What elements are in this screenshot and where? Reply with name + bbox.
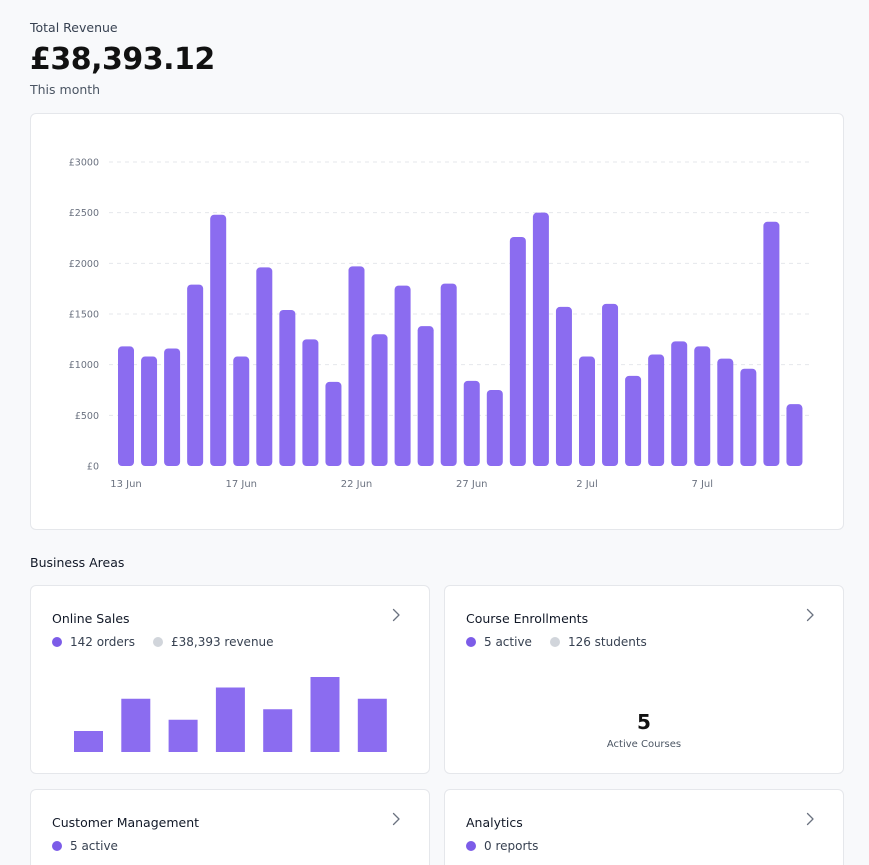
purple-dot-icon xyxy=(52,841,62,851)
revenue-bar[interactable] xyxy=(325,381,342,466)
card-stats: 0 reports xyxy=(466,839,538,853)
revenue-bar[interactable] xyxy=(648,354,665,466)
revenue-bar[interactable] xyxy=(348,266,365,466)
revenue-bar[interactable] xyxy=(394,285,411,466)
y-tick-label: £2000 xyxy=(69,259,99,270)
revenue-chart-card: £0 £500 £1000 £1500 £2000 £2500 £3000 13 Jun 17 … xyxy=(30,113,844,530)
revenue-bar[interactable] xyxy=(118,346,134,466)
card-title: Analytics xyxy=(466,815,523,830)
revenue-bar[interactable] xyxy=(256,267,273,466)
chevron-right-icon[interactable] xyxy=(803,608,817,622)
x-tick-label: 2 Jul xyxy=(576,479,598,490)
purple-dot-icon xyxy=(52,637,62,647)
y-tick-label: £500 xyxy=(75,411,99,422)
revenue-bar[interactable] xyxy=(279,309,296,466)
mini-bar xyxy=(74,731,103,752)
mini-bar xyxy=(215,687,245,752)
revenue-bar[interactable] xyxy=(302,339,319,466)
online-sales-card[interactable]: Online Sales 142 orders £38,393 revenue xyxy=(30,585,430,774)
revenue-bar[interactable] xyxy=(532,212,549,466)
revenue-bar[interactable] xyxy=(233,356,250,466)
revenue-bar-chart: £0 £500 £1000 £1500 £2000 £2500 £3000 13 Jun 17 … xyxy=(69,158,811,490)
stat-students: 126 students xyxy=(549,635,647,649)
x-tick-label: 17 Jun xyxy=(225,479,257,490)
revenue-bar[interactable] xyxy=(602,303,619,466)
revenue-bar[interactable] xyxy=(187,284,204,466)
chevron-right-icon[interactable] xyxy=(389,812,403,826)
stat-text: 5 active xyxy=(484,635,532,649)
y-tick-label: £1500 xyxy=(69,310,99,321)
card-stats: 5 active xyxy=(52,839,118,853)
y-tick-label: £2500 xyxy=(69,208,99,219)
active-courses-count: 5 xyxy=(637,710,651,734)
card-title: Course Enrollments xyxy=(466,611,589,626)
x-tick-label: 7 Jul xyxy=(691,479,713,490)
revenue-bar[interactable] xyxy=(509,236,526,466)
revenue-bar[interactable] xyxy=(141,356,158,466)
gray-dot-icon xyxy=(549,637,560,647)
revenue-bar[interactable] xyxy=(417,326,434,466)
x-tick-label: 22 Jun xyxy=(341,479,373,490)
card-stats: 142 orders £38,393 revenue xyxy=(52,635,274,649)
online-sales-mini-chart xyxy=(74,677,387,752)
revenue-bar[interactable] xyxy=(579,356,595,466)
revenue-period: This month xyxy=(30,82,101,97)
analytics-card[interactable]: Analytics 0 reports xyxy=(444,789,844,865)
revenue-bar[interactable] xyxy=(463,380,480,466)
gray-dot-icon xyxy=(152,637,163,647)
business-areas-title: Business Areas xyxy=(30,555,125,570)
revenue-bar[interactable] xyxy=(786,404,803,466)
course-enrollments-card[interactable]: Course Enrollments 5 active 126 students… xyxy=(444,585,844,774)
stat-active: 5 active xyxy=(52,839,118,853)
revenue-label: Total Revenue xyxy=(30,20,118,35)
revenue-bar[interactable] xyxy=(671,341,688,466)
revenue-bar[interactable] xyxy=(555,306,572,466)
revenue-bar[interactable] xyxy=(740,368,757,466)
revenue-bar[interactable] xyxy=(717,358,734,466)
revenue-amount: £38,393.12 xyxy=(30,42,215,77)
stat-text: 126 students xyxy=(567,635,647,649)
revenue-bar[interactable] xyxy=(371,334,388,466)
mini-bar xyxy=(168,719,198,752)
y-tick-label: £0 xyxy=(87,462,99,473)
revenue-bar[interactable] xyxy=(486,390,503,466)
x-tick-label: 13 Jun xyxy=(110,479,142,490)
stat-text: £38,393 revenue xyxy=(170,635,274,649)
y-tick-label: £3000 xyxy=(69,158,99,169)
card-stats: 5 active 126 students xyxy=(466,635,647,649)
chevron-right-icon[interactable] xyxy=(803,812,817,826)
card-title: Customer Management xyxy=(52,815,200,830)
mini-bar xyxy=(357,698,387,752)
revenue-bar[interactable] xyxy=(625,375,642,466)
stat-text: 5 active xyxy=(70,839,118,853)
y-tick-label: £1000 xyxy=(69,360,99,371)
mini-bar xyxy=(263,709,293,752)
revenue-bar[interactable] xyxy=(763,221,780,466)
stat-text: 0 reports xyxy=(484,839,539,853)
active-courses-label: Active Courses xyxy=(606,739,682,750)
revenue-bar[interactable] xyxy=(694,346,711,466)
stat-revenue: £38,393 revenue xyxy=(152,635,274,649)
purple-dot-icon xyxy=(466,841,476,851)
x-tick-label: 27 Jun xyxy=(456,479,488,490)
customer-management-card[interactable]: Customer Management 5 active xyxy=(30,789,430,865)
revenue-bar[interactable] xyxy=(210,214,227,466)
card-title: Online Sales xyxy=(52,611,130,626)
mini-bar xyxy=(310,677,340,752)
chevron-right-icon[interactable] xyxy=(389,608,403,622)
mini-bar xyxy=(121,698,151,752)
stat-active: 5 active xyxy=(466,635,532,649)
stat-reports: 0 reports xyxy=(466,839,538,853)
purple-dot-icon xyxy=(466,637,476,647)
stat-orders: 142 orders xyxy=(52,635,135,649)
revenue-bar[interactable] xyxy=(440,283,457,466)
revenue-header: Total Revenue £38,393.12 This month xyxy=(30,20,215,97)
stat-text: 142 orders xyxy=(70,635,135,649)
revenue-bar[interactable] xyxy=(164,348,181,466)
